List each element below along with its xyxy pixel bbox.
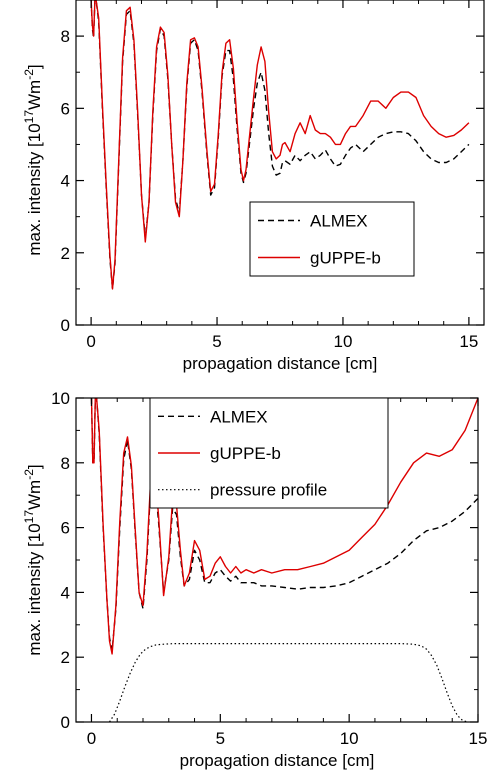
- y-tick-label: 8: [61, 454, 70, 473]
- y-axis-label: max. intensity [1017Wm-2]: [22, 464, 44, 655]
- x-tick-label: 0: [87, 729, 96, 748]
- legend: ALMEX gUPPE-b: [249, 201, 415, 277]
- x-tick-label: 5: [212, 332, 221, 351]
- y-tick-label: 2: [61, 244, 70, 263]
- y-tick-label: 6: [61, 519, 70, 538]
- bottom-panel: 0 5 10 15 0 2 4 6 8 10 propagation distance [cm] ma…: [22, 389, 487, 770]
- y-tick-label: 4: [61, 583, 70, 602]
- legend: ALMEX gUPPE-b pressure profile: [149, 397, 389, 509]
- x-tick-label: 15: [469, 729, 488, 748]
- top-panel: 0 5 10 15 0 2 4 6 8 propagation distance [cm] max.…: [22, 0, 485, 373]
- legend-entry: ALMEX: [210, 407, 268, 426]
- y-tick-label: 2: [61, 648, 70, 667]
- y-tick-label: 4: [61, 172, 70, 191]
- y-tick-label: 0: [61, 713, 70, 732]
- x-tick-label: 0: [86, 332, 95, 351]
- x-tick-label: 15: [459, 332, 478, 351]
- y-tick-label: 6: [61, 99, 70, 118]
- legend-entry: pressure profile: [210, 481, 327, 500]
- x-tick-label: 10: [334, 332, 353, 351]
- series-line-guppe-b: [90, 398, 478, 655]
- legend-entry: ALMEX: [310, 212, 368, 231]
- y-axis-label: max. intensity [1017Wm-2]: [22, 64, 44, 255]
- x-tick-label: 5: [216, 729, 225, 748]
- y-tick-label: 0: [61, 316, 70, 335]
- x-tick-label: 10: [340, 729, 359, 748]
- y-tick-label: 8: [61, 27, 70, 46]
- y-tick-label: 10: [51, 389, 70, 408]
- series-line-guppe-b: [90, 0, 470, 290]
- legend-entry: gUPPE-b: [210, 444, 281, 463]
- x-axis-label: propagation distance [cm]: [183, 354, 378, 373]
- legend-entry: gUPPE-b: [310, 249, 381, 268]
- series-line-pressure-profile: [108, 643, 468, 722]
- x-axis-label: propagation distance [cm]: [180, 751, 375, 770]
- plot-frame: [75, 0, 485, 326]
